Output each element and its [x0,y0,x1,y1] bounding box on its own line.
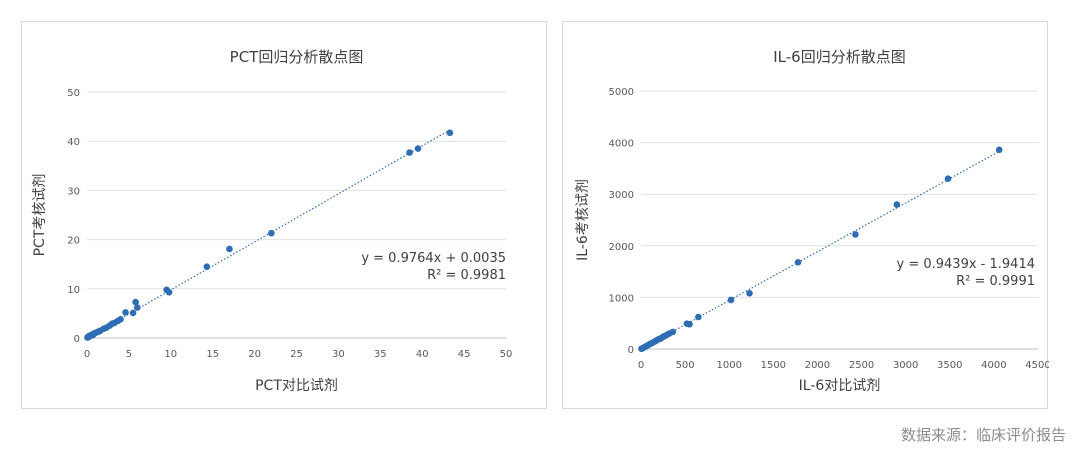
data-point [406,149,413,156]
data-point [133,304,141,311]
x-tick-label: 500 [676,360,695,371]
y-axis-label: PCT考核试剂 [32,174,48,257]
x-tick-label: 2000 [805,360,830,371]
y-tick-label: 10 [67,285,80,296]
data-point [226,245,233,253]
x-tick-label: 40 [416,349,429,360]
x-tick-label: 50 [500,349,513,360]
x-tick-label: 3500 [937,360,962,371]
data-point [129,309,137,317]
data-point [794,259,802,266]
data-point [727,296,735,304]
data-point [995,146,1003,154]
data-point [893,201,901,208]
y-tick-label: 0 [74,334,80,345]
x-tick-label: 20 [248,349,261,360]
trendline-equation: y = 0.9764x + 0.0035 [361,251,506,266]
y-tick-label: 30 [67,186,80,197]
x-tick-label: 45 [458,349,471,360]
r-squared-label: R² = 0.9991 [956,274,1035,289]
x-tick-label: 5 [126,349,132,360]
data-point [669,328,677,336]
x-tick-label: 2500 [849,360,874,371]
x-tick-label: 3000 [893,360,918,371]
x-tick-label: 1500 [761,360,786,371]
data-point [165,288,173,296]
x-axis-label: IL-6对比试剂 [799,378,881,394]
trendline-equation: y = 0.9439x - 1.9414 [897,257,1035,272]
data-point [446,129,454,137]
x-tick-label: 0 [638,360,644,371]
x-tick-label: 1000 [716,360,741,371]
y-tick-label: 4000 [609,139,634,150]
y-tick-label: 50 [67,88,80,99]
data-point [117,316,124,323]
x-tick-label: 25 [290,349,303,360]
y-tick-label: 20 [67,236,80,247]
x-axis-label: PCT对比试剂 [255,378,338,394]
x-tick-label: 30 [332,349,345,360]
y-tick-label: 40 [67,137,80,148]
data-point [695,313,702,321]
chart-title: PCT回归分析散点图 [230,48,364,66]
x-tick-label: 0 [84,349,90,360]
trendline [641,150,1000,350]
pct-scatter-chart: PCT回归分析散点图 0 10 20 30 40 50 0 5 10 15 20 25 30 35 40 45 5… [32,48,513,394]
data-point [852,231,859,238]
data-point [944,175,952,183]
data-point [686,320,693,328]
y-tick-label: 0 [628,345,634,356]
x-tick-label: 10 [164,349,177,360]
x-tick-label: 4000 [981,360,1006,371]
chart-title: IL-6回归分析散点图 [773,48,905,66]
data-point [414,145,422,152]
r-squared-label: R² = 0.9981 [427,268,506,283]
pct-chart-panel: PCT回归分析散点图 0 10 20 30 40 50 0 5 10 15 20 25 30 35 40 45 5… [21,21,547,409]
il6-chart-panel: IL-6回归分析散点图 0 1000 2000 3000 4000 5000 0 500 1000… [562,21,1049,409]
source-note: 数据来源：临床评价报告 [900,426,1066,444]
x-tick-label: 4500 [1025,360,1049,371]
y-tick-label: 1000 [609,293,634,304]
data-point [746,289,753,297]
y-tick-label: 2000 [609,242,634,253]
data-point [132,298,139,306]
data-point [122,309,129,316]
y-tick-label: 5000 [609,87,634,98]
data-point [203,263,211,270]
x-tick-label: 35 [374,349,387,360]
il6-scatter-chart: IL-6回归分析散点图 0 1000 2000 3000 4000 5000 0 500 1000… [575,48,1049,394]
y-tick-label: 3000 [609,190,634,201]
x-tick-label: 15 [206,349,219,360]
data-point [268,229,275,237]
y-axis-label: IL-6考核试剂 [575,179,591,261]
